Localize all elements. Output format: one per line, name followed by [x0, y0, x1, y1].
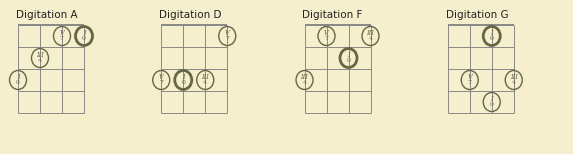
Text: I: I — [490, 95, 493, 103]
Text: I: I — [182, 73, 185, 81]
Text: V: V — [225, 29, 230, 37]
Text: I: I — [83, 29, 85, 37]
Text: I: I — [490, 29, 493, 37]
Text: Digitation D: Digitation D — [159, 10, 222, 20]
Text: 0: 0 — [490, 36, 494, 41]
Text: 0: 0 — [181, 81, 185, 85]
Text: 7: 7 — [225, 36, 229, 41]
Text: 7: 7 — [159, 81, 163, 85]
Text: Digitation G: Digitation G — [446, 10, 508, 20]
Text: V: V — [60, 29, 64, 37]
Text: 7: 7 — [468, 81, 472, 85]
Text: III: III — [367, 29, 374, 37]
Text: III: III — [301, 73, 308, 81]
Text: Digitation F: Digitation F — [303, 10, 363, 20]
Text: 4: 4 — [303, 81, 307, 85]
Text: III: III — [201, 73, 209, 81]
Text: 0: 0 — [347, 59, 351, 63]
Text: III: III — [510, 73, 517, 81]
Text: Digitation A: Digitation A — [16, 10, 77, 20]
Text: 4: 4 — [38, 59, 42, 63]
Text: V: V — [468, 73, 472, 81]
Text: 0: 0 — [490, 103, 494, 107]
Text: 0: 0 — [82, 36, 86, 41]
Text: 4: 4 — [203, 81, 207, 85]
Text: III: III — [36, 51, 44, 59]
Text: I: I — [17, 73, 19, 81]
Text: 7: 7 — [324, 36, 328, 41]
Text: I: I — [347, 51, 350, 59]
Text: V: V — [324, 29, 329, 37]
Text: 4: 4 — [512, 81, 516, 85]
Text: 4: 4 — [368, 36, 372, 41]
Text: 0: 0 — [16, 81, 20, 85]
Text: V: V — [159, 73, 164, 81]
Text: 7: 7 — [60, 36, 64, 41]
